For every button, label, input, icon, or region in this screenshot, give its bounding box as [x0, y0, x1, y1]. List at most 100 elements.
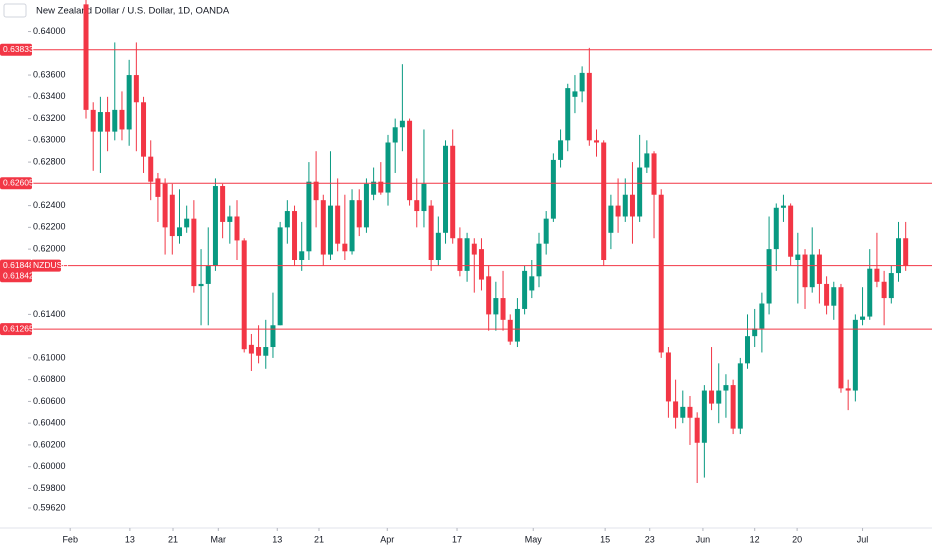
candle-body: [241, 240, 247, 350]
candle-body: [378, 181, 384, 193]
candle-body: [363, 183, 369, 228]
candle-body: [471, 243, 477, 255]
candle-body: [457, 238, 463, 271]
candle-body: [126, 75, 132, 130]
y-tick-label: 0.63200: [33, 113, 66, 123]
y-tick-label: 0.63000: [33, 135, 66, 145]
candle-body: [845, 388, 851, 391]
candle-body: [543, 218, 549, 244]
candle-body: [529, 276, 535, 291]
candle-body: [709, 390, 715, 404]
candle-body: [586, 72, 592, 141]
candle-body: [335, 205, 341, 244]
x-tick-label: 12: [750, 534, 760, 544]
x-tick-label: 13: [272, 534, 282, 544]
candle-body: [860, 316, 866, 320]
candle-body: [162, 183, 168, 228]
candle-body: [292, 211, 298, 260]
x-tick-label: Apr: [380, 534, 394, 544]
candle-body: [565, 88, 571, 141]
candle-body: [270, 325, 276, 348]
candle-body: [795, 254, 801, 260]
y-tick-label: 0.62200: [33, 222, 66, 232]
candle-body: [594, 140, 600, 143]
y-tick-label: 0.60800: [33, 374, 66, 384]
y-tick-label: 0.59800: [33, 483, 66, 493]
candle-body: [773, 207, 779, 250]
candle-body: [450, 145, 456, 239]
candle-body: [874, 268, 880, 282]
y-tick-label: 0.61000: [33, 352, 66, 362]
y-tick-label: 0.60400: [33, 418, 66, 428]
candle-body: [478, 249, 484, 280]
candle-body: [155, 178, 161, 197]
candle-body: [421, 183, 427, 212]
candle-body: [780, 205, 786, 208]
x-tick-label: Mar: [211, 534, 227, 544]
x-tick-label: Jul: [857, 534, 869, 544]
candle-body: [745, 336, 751, 364]
candle-body: [198, 283, 204, 287]
candle-body: [191, 218, 197, 287]
candle-body: [176, 227, 182, 237]
y-tick-label: 0.63400: [33, 91, 66, 101]
price-axis: 0.64000 0.63600 0.63400 0.63200 0.63000 0.628…: [0, 26, 868, 544]
candle-body: [788, 205, 794, 257]
chart-title: New Zealand Dollar / U.S. Dollar, 1D, OA…: [36, 6, 230, 17]
candle-body: [867, 268, 873, 317]
x-tick-label: May: [525, 534, 543, 544]
candle-body: [371, 181, 377, 195]
candle-body: [838, 287, 844, 389]
symbol-icon[interactable]: [3, 3, 27, 18]
candle-body: [507, 319, 513, 342]
candle-body: [313, 181, 319, 201]
candle-body: [306, 181, 312, 252]
candle-body: [766, 249, 772, 304]
price-tag-label: 0.61842: [3, 271, 34, 281]
candle-body: [83, 4, 89, 110]
candle-body: [97, 112, 103, 132]
price-tag: [0, 323, 32, 336]
candle-body: [730, 385, 736, 429]
price-tag: [0, 270, 32, 283]
candle-body: [629, 194, 635, 217]
candle-body: [809, 254, 815, 288]
candle-body: [385, 142, 391, 193]
candle-body: [673, 401, 679, 418]
candle-body: [514, 308, 520, 342]
candle-body: [119, 109, 125, 130]
candle-body: [148, 156, 154, 182]
price-tag: [0, 43, 32, 56]
candle-body: [428, 205, 434, 260]
plot: [30, 0, 932, 484]
candle-body: [701, 390, 707, 443]
price-tag-label: 0.63833: [3, 44, 34, 54]
candle-body: [184, 218, 190, 228]
candle-body: [852, 319, 858, 391]
candle-body: [601, 142, 607, 260]
candle-body: [133, 75, 139, 103]
candle-body: [716, 390, 722, 404]
candle-body: [888, 273, 894, 299]
candle-body: [493, 298, 499, 315]
candle-body: [831, 287, 837, 306]
candle-body: [522, 270, 528, 309]
candle-body: [320, 200, 326, 255]
x-tick-label: 21: [168, 534, 178, 544]
candle-body: [464, 238, 470, 271]
candle-body: [227, 216, 233, 222]
candle-body: [443, 145, 449, 233]
candle-body: [349, 200, 355, 252]
x-tick-label: Jun: [696, 534, 711, 544]
y-tick-label: 0.59620: [33, 502, 66, 512]
y-tick-label: 0.60200: [33, 439, 66, 449]
candle-body: [558, 140, 564, 160]
candle-body: [694, 417, 700, 443]
x-tick-label: 15: [600, 534, 610, 544]
candle-body: [277, 227, 283, 326]
candle-body: [687, 406, 693, 418]
candle-body: [407, 120, 413, 201]
candle-body: [680, 406, 686, 418]
candle-body: [903, 238, 909, 266]
